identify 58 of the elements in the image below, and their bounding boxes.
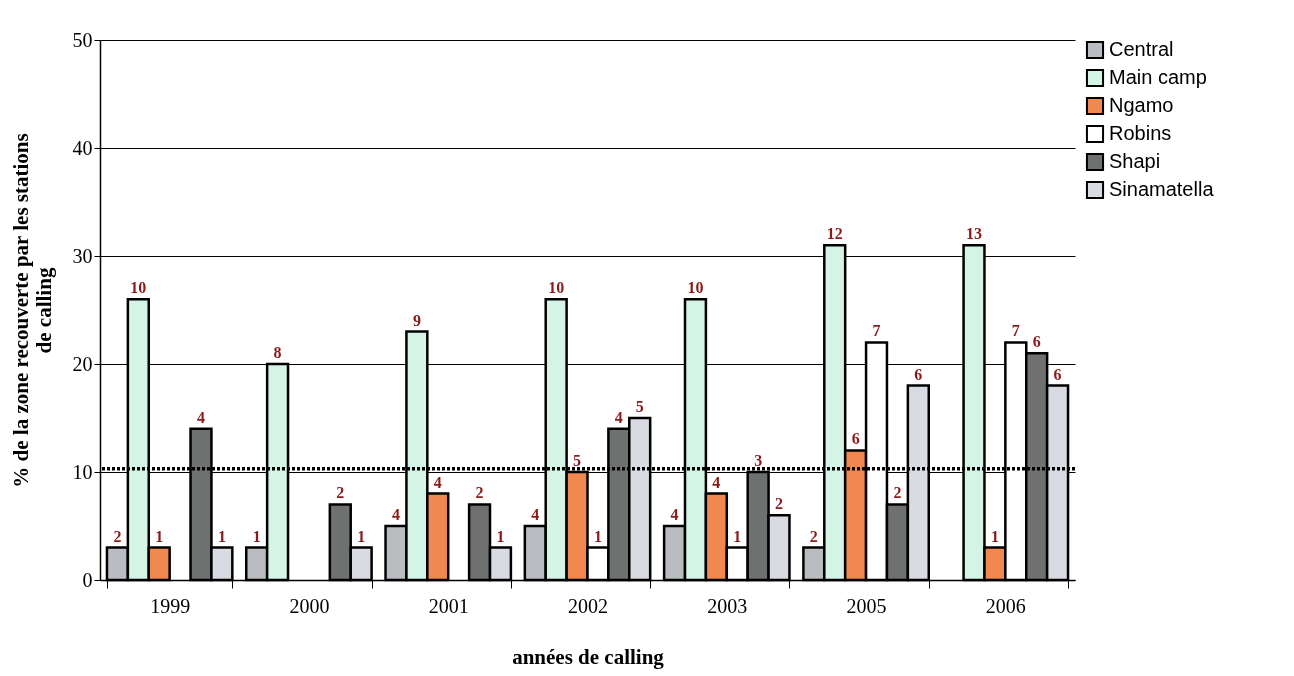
annotation: 2 xyxy=(893,484,902,502)
annotation: 6 xyxy=(914,365,923,383)
annotation: 1 xyxy=(155,527,164,545)
annotation: 1 xyxy=(357,527,366,545)
x-tick-label: 2002 xyxy=(568,594,608,617)
annotation: 2 xyxy=(809,527,818,545)
y-tick-label: 40 xyxy=(72,136,93,159)
x-tick-label: 2003 xyxy=(707,594,748,617)
y-tick-label: 50 xyxy=(72,28,93,51)
annotation: 12 xyxy=(826,225,843,243)
annotation: 4 xyxy=(196,408,205,426)
legend-label: Sinamatella xyxy=(1109,178,1215,200)
legend-label: Shapi xyxy=(1109,150,1161,172)
annotation: 2 xyxy=(475,484,484,502)
annotation: 4 xyxy=(614,408,623,426)
annotation: 1 xyxy=(593,527,602,545)
annotation: 5 xyxy=(635,398,644,415)
annotation: 3 xyxy=(754,452,763,469)
annotation: 6 xyxy=(1053,365,1062,383)
annotation: 7 xyxy=(1011,322,1020,340)
annotation: 2 xyxy=(113,527,122,545)
y-tick-label: 30 xyxy=(72,244,93,267)
legend-label: Main camp xyxy=(1109,66,1207,88)
annotation: 1 xyxy=(990,527,999,545)
annotation: 1 xyxy=(733,527,742,545)
legend-label: Ngamo xyxy=(1109,94,1174,116)
annotation: 8 xyxy=(273,344,282,361)
legend-label: Robins xyxy=(1109,122,1172,144)
x-tick-label: 2001 xyxy=(428,594,469,617)
annotation: 2 xyxy=(336,484,345,502)
y-axis-title: % de la zone recouverte par les stations de calling xyxy=(8,133,56,488)
x-tick-label: 2006 xyxy=(985,594,1026,617)
annotation: 6 xyxy=(851,430,860,448)
annotation: 6 xyxy=(1032,333,1041,351)
annotation: 7 xyxy=(872,322,881,340)
y-tick-label: 10 xyxy=(72,460,93,483)
annotation: 13 xyxy=(966,225,983,243)
annotation: 1 xyxy=(496,527,505,545)
x-axis-title: années de calling xyxy=(512,644,665,669)
x-tick-label: 1999 xyxy=(150,594,191,617)
annotation: 4 xyxy=(670,506,679,523)
annotation: 4 xyxy=(712,473,721,491)
annotation: 1 xyxy=(217,527,226,545)
y-tick-label: 20 xyxy=(72,352,93,375)
annotation: 4 xyxy=(531,506,540,523)
legend-label: Central xyxy=(1109,38,1174,60)
annotation: 9 xyxy=(412,311,421,329)
annotation: 4 xyxy=(391,506,400,523)
x-tick-label: 2000 xyxy=(289,594,330,617)
annotation: 2 xyxy=(775,495,784,513)
annotation: 5 xyxy=(573,452,582,469)
annotation: 10 xyxy=(687,279,704,297)
y-tick-label: 0 xyxy=(82,568,93,591)
x-tick-label: 2005 xyxy=(846,594,887,617)
annotation: 4 xyxy=(433,473,442,491)
annotation: 10 xyxy=(130,279,147,297)
annotation: 10 xyxy=(548,279,565,297)
annotation: 1 xyxy=(252,527,261,545)
